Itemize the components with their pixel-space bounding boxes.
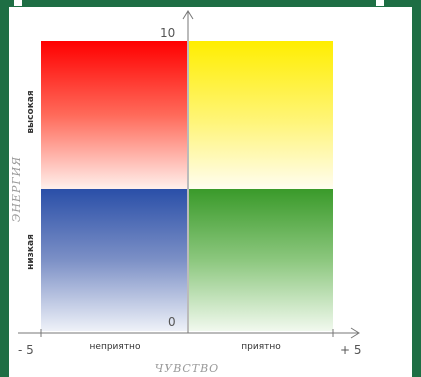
y-axis-max-label: 10 [160, 26, 175, 40]
quadrant-low-unpleasant [41, 189, 187, 331]
quadrant-low-pleasant [189, 189, 333, 331]
quadrant-high-pleasant [189, 41, 333, 189]
y-axis-title: ЭНЕРГИЯ [10, 156, 23, 222]
frame-top [0, 0, 421, 7]
x-axis-min-label: - 5 [18, 343, 34, 357]
x-axis-negative-label: неприятно [90, 342, 141, 352]
y-axis-arrow [182, 10, 194, 20]
x-axis-arrow [350, 327, 360, 339]
frame-notch-right [376, 0, 384, 6]
x-axis-positive-label: приятно [241, 342, 281, 352]
x-axis-title: ЧУВСТВО [155, 362, 219, 375]
quadrant-high-unpleasant [41, 41, 187, 189]
frame-left [0, 0, 9, 377]
x-axis-max-label: + 5 [340, 343, 362, 357]
y-axis-zero-label: 0 [168, 315, 176, 329]
y-axis-high-label: высокая [26, 90, 36, 134]
frame-notch-left [14, 0, 22, 6]
y-axis-low-label: низкая [26, 234, 36, 270]
frame-right [412, 0, 421, 377]
